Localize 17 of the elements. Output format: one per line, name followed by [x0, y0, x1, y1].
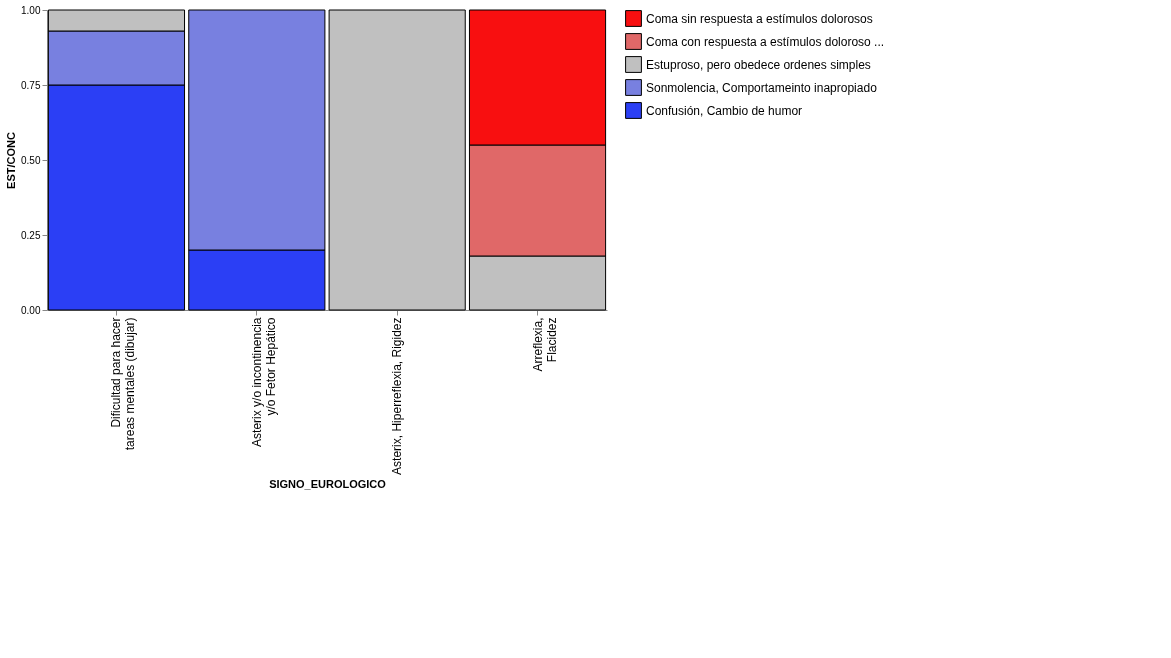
x-tick-label: Asterix y/o incontinencia y/o Fetor Hepático	[249, 317, 278, 447]
y-tick-label: 0.00	[21, 304, 41, 316]
y-tick-label: 1.00	[21, 4, 41, 16]
y-tick-label: 0.25	[21, 229, 41, 241]
legend-label: Confusión, Cambio de humor	[646, 103, 803, 118]
x-tick-label: Arreflexia, Flacidez	[530, 317, 559, 372]
x-tick-label: Asterix, Hiperreflexia, Rigidez	[390, 317, 405, 475]
legend-label: Sonmolencia, Comportameinto inapropiado	[646, 80, 878, 95]
y-tick-label: 0.75	[21, 79, 41, 91]
legend-label: Coma con respuesta a estímulos doloroso ...	[646, 34, 885, 49]
legend-label: Estuproso, pero obedece ordenes simples	[646, 57, 871, 72]
x-axis-title: SIGNO_EUROLOGICO	[269, 477, 387, 490]
y-axis-title: EST/CONC	[5, 132, 18, 189]
legend-label: Coma sin respuesta a estímulos dolorosos	[646, 11, 873, 26]
bar	[328, 9, 466, 311]
x-tick-label: Dificultad para hacer tareas mentales (dibujar)	[109, 317, 138, 451]
y-tick-label: 0.50	[21, 154, 41, 166]
